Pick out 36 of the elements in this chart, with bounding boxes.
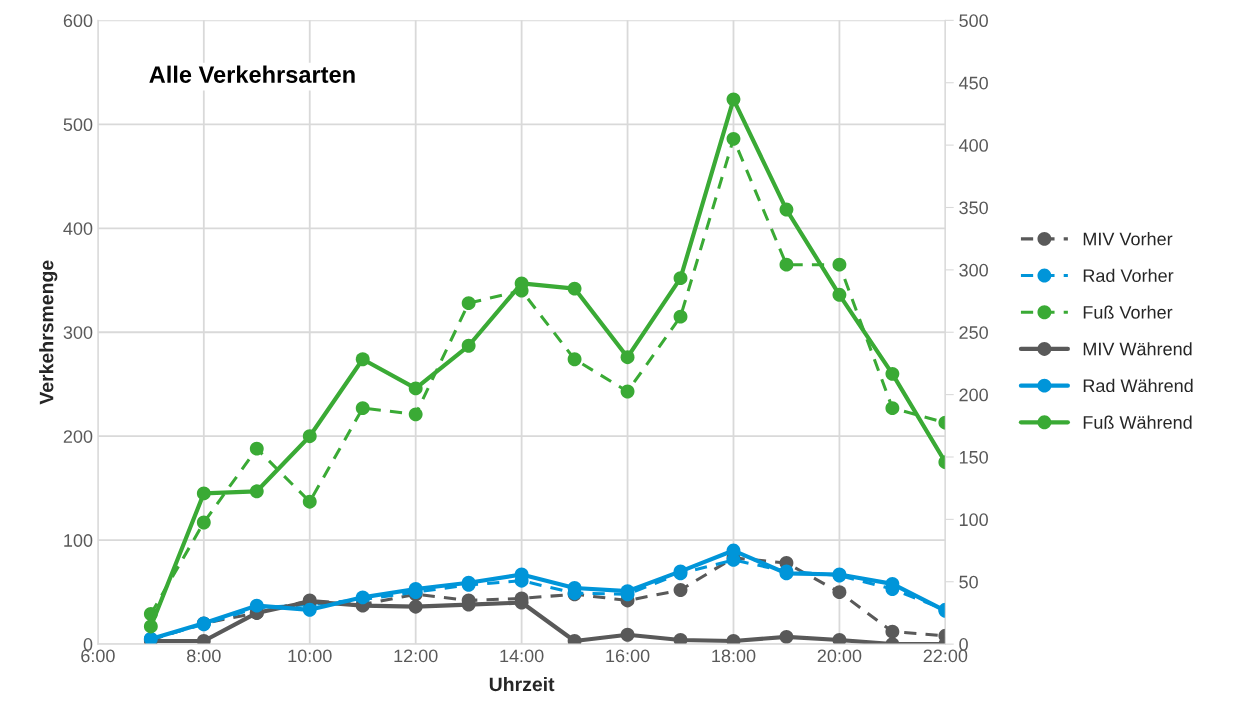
x-tick-label: 14:00 (500, 649, 544, 663)
y2-tick-label: 150 (959, 450, 988, 464)
text: Alle Verkehrsarten (149, 65, 355, 83)
y2-tick-label: 0 (959, 638, 968, 651)
x-tick-label: 8:00 (187, 649, 221, 663)
x-tick-label: 12:00 (394, 649, 438, 663)
y-tick-label: 400 (63, 222, 93, 235)
legend-label: MIV Vorher (1083, 232, 1173, 246)
y-tick-label: 200 (63, 430, 93, 443)
x-tick-label: 10:00 (288, 649, 332, 663)
x-tick-label: 20:00 (817, 649, 862, 663)
y2-tick-label: 100 (959, 513, 988, 527)
y-tick-label: 100 (64, 534, 93, 547)
legend-label: Fuß Während (1083, 415, 1192, 429)
y-tick-label: 500 (63, 118, 93, 132)
x-tick-label: 6:00 (81, 649, 115, 663)
y-tick-label: 0 (83, 638, 93, 651)
legend-label: Fuß Vorher (1083, 305, 1173, 319)
y2-tick-label: 300 (959, 263, 988, 277)
x-tick-label: 16:00 (606, 649, 650, 663)
y-tick-label: 600 (63, 14, 93, 28)
legend-label: MIV Während (1083, 342, 1192, 356)
y-axis-title: Verkehrsmenge (39, 260, 58, 405)
legend-label: Rad Vorher (1083, 268, 1174, 283)
y2-tick-label: 250 (959, 326, 988, 339)
x-tick-label: 18:00 (712, 649, 756, 663)
y2-tick-label: 400 (958, 139, 988, 152)
x-axis-title: Uhrzeit (489, 676, 555, 692)
y2-tick-label: 450 (958, 76, 988, 90)
y2-tick-label: 500 (959, 14, 988, 28)
x-tick-label: 22:00 (923, 649, 968, 663)
y2-tick-label: 350 (959, 201, 988, 215)
y-tick-label: 300 (63, 326, 93, 339)
y2-tick-label: 200 (959, 388, 988, 402)
legend-label: Rad Während (1083, 378, 1193, 393)
y2-tick-label: 50 (959, 575, 978, 589)
